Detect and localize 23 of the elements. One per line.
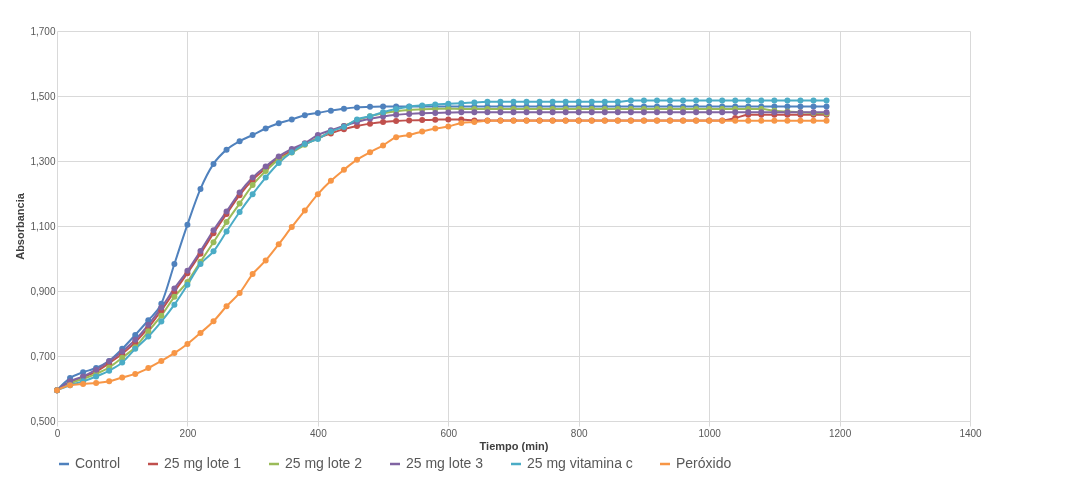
x-tick-label: 400: [310, 427, 328, 439]
x-tick-label: 1000: [698, 427, 722, 439]
y-tick-label: 1,300: [30, 155, 56, 167]
legend-label: 25 mg vitamina c: [527, 455, 633, 471]
y-tick-label: 1,100: [30, 220, 56, 232]
x-tick-label: 0: [54, 427, 61, 439]
legend-label: 25 mg lote 3: [406, 455, 484, 471]
legend-label: Peróxido: [676, 455, 732, 471]
y-tick-label: 0,500: [30, 415, 56, 427]
y-tick-label: 1,700: [30, 25, 56, 37]
y-tick-label: 0,700: [30, 350, 56, 362]
x-tick-label: 800: [570, 427, 588, 439]
legend-label: 25 mg lote 1: [164, 455, 242, 471]
legend-label: 25 mg lote 2: [285, 455, 363, 471]
y-axis-title: Absorbancia: [14, 192, 27, 260]
legend-label: Control: [75, 455, 121, 471]
x-tick-label: 1200: [828, 427, 852, 439]
y-tick-label: 1,500: [30, 90, 56, 102]
x-tick-label: 1400: [959, 427, 983, 439]
x-tick-label: 200: [179, 427, 197, 439]
x-tick-label: 600: [440, 427, 458, 439]
y-tick-label: 0,900: [30, 285, 56, 297]
x-axis-title: Tiempo (min): [479, 439, 549, 452]
